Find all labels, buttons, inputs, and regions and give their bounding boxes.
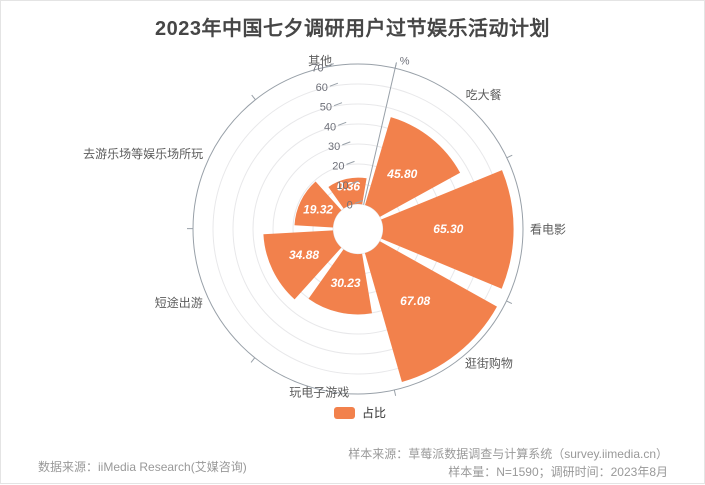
angle-axis-tick — [251, 358, 255, 363]
angle-axis-tick — [252, 95, 256, 100]
legend-label: 占比 — [362, 404, 386, 421]
radial-axis-tick-label: 60 — [316, 82, 328, 94]
category-label: 逛街购物 — [465, 356, 513, 371]
radial-axis-tick-label: 50 — [320, 102, 332, 114]
legend-swatch — [334, 407, 355, 419]
legend-item[interactable]: 占比 — [334, 404, 386, 421]
category-label: 看电影 — [530, 222, 566, 236]
angle-axis-tick — [394, 390, 395, 396]
angle-axis-tick — [507, 155, 512, 158]
sample-source-line: 样本来源：草莓派数据调查与计算系统（survey.iimedia.cn） — [348, 445, 668, 463]
radial-axis-tick-label: 0 — [347, 200, 353, 212]
bar-value-label: 67.08 — [400, 294, 430, 308]
data-source-note: 数据来源：iiMedia Research(艾媒咨询) — [38, 458, 247, 475]
radial-axis-tick-label: 40 — [324, 121, 336, 133]
bar-value-label: 45.80 — [386, 167, 417, 181]
sample-source-note: 样本来源：草莓派数据调查与计算系统（survey.iimedia.cn） 样本量… — [348, 445, 668, 481]
bar-value-label: 30.23 — [331, 276, 361, 290]
radial-axis-tick-label: 70 — [311, 63, 323, 75]
category-label: 玩电子游戏 — [289, 386, 349, 400]
radial-axis-tick-label: 30 — [328, 141, 340, 153]
bar-value-label: 34.88 — [289, 248, 319, 262]
grid-circle — [333, 204, 383, 254]
radial-axis-tick-label: 10 — [336, 180, 348, 192]
category-label: 短途出游 — [155, 295, 203, 310]
radial-axis-unit-label: % — [400, 56, 410, 68]
angle-axis-tick — [506, 301, 511, 304]
category-label: 去游乐场等娱乐场所玩 — [83, 147, 203, 161]
category-label: 吃大餐 — [466, 87, 502, 102]
bar-value-label: 19.32 — [303, 203, 333, 217]
bar-value-label: 65.30 — [433, 222, 463, 236]
radial-axis-tick-label: 20 — [332, 160, 344, 172]
sample-size-line: 样本量：N=1590；调研时间：2023年8月 — [348, 463, 668, 481]
